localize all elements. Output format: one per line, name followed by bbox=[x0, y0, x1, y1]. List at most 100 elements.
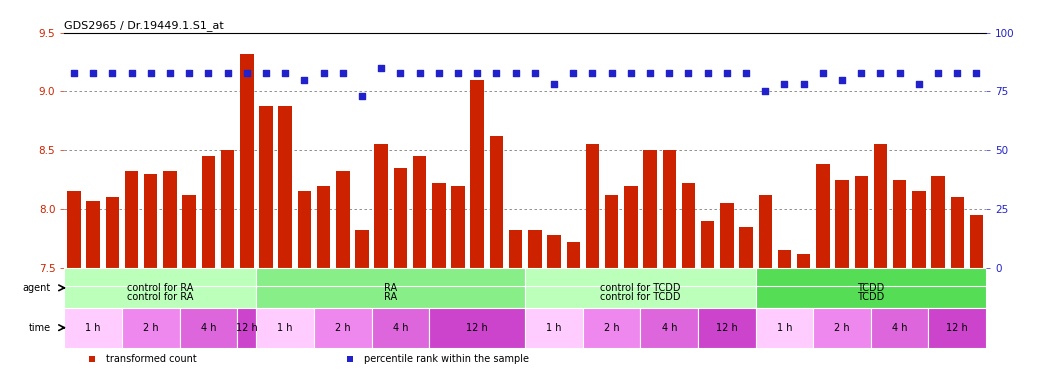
Point bbox=[949, 70, 965, 76]
Bar bbox=[86, 201, 100, 268]
Bar bbox=[256, 308, 313, 348]
Bar bbox=[317, 185, 330, 268]
Point bbox=[641, 70, 658, 76]
Bar bbox=[756, 308, 813, 348]
Point bbox=[776, 81, 793, 88]
Text: control for TCDD: control for TCDD bbox=[600, 283, 681, 293]
Bar bbox=[413, 156, 427, 268]
Bar bbox=[393, 168, 407, 268]
Bar bbox=[854, 176, 868, 268]
Bar bbox=[640, 308, 698, 348]
Text: 12 h: 12 h bbox=[236, 323, 257, 333]
Bar bbox=[163, 172, 176, 268]
Bar bbox=[777, 250, 791, 268]
Bar bbox=[260, 106, 273, 268]
Text: agent: agent bbox=[22, 283, 51, 293]
Bar bbox=[125, 172, 138, 268]
Bar bbox=[240, 54, 253, 268]
Bar bbox=[644, 150, 657, 268]
Bar bbox=[64, 308, 121, 348]
Text: TCDD: TCDD bbox=[857, 292, 884, 302]
Point bbox=[124, 70, 140, 76]
Point bbox=[565, 70, 581, 76]
Bar bbox=[64, 268, 986, 286]
Bar bbox=[797, 254, 811, 268]
Bar bbox=[931, 176, 945, 268]
Point bbox=[661, 70, 678, 76]
Point bbox=[584, 70, 601, 76]
Bar bbox=[698, 308, 756, 348]
Text: 12 h: 12 h bbox=[716, 323, 738, 333]
Text: time: time bbox=[28, 323, 51, 333]
Point bbox=[411, 70, 428, 76]
Bar bbox=[298, 192, 311, 268]
Bar bbox=[525, 286, 756, 308]
Point bbox=[142, 70, 159, 76]
Bar bbox=[355, 230, 368, 268]
Text: TCDD: TCDD bbox=[857, 283, 884, 293]
Point bbox=[85, 70, 102, 76]
Text: 2 h: 2 h bbox=[335, 323, 351, 333]
Bar bbox=[470, 80, 484, 268]
Bar bbox=[871, 308, 928, 348]
Bar bbox=[67, 192, 81, 268]
Bar bbox=[64, 268, 256, 308]
Bar bbox=[221, 150, 235, 268]
Bar bbox=[951, 197, 964, 268]
Point bbox=[815, 70, 831, 76]
Point bbox=[853, 70, 870, 76]
Text: 1 h: 1 h bbox=[85, 323, 101, 333]
Text: RA: RA bbox=[384, 283, 398, 293]
Bar bbox=[605, 195, 619, 268]
Bar bbox=[739, 227, 753, 268]
Bar bbox=[928, 308, 986, 348]
Point bbox=[718, 70, 735, 76]
Bar bbox=[313, 308, 372, 348]
Text: 1 h: 1 h bbox=[776, 323, 792, 333]
Point bbox=[296, 77, 312, 83]
Bar bbox=[662, 150, 676, 268]
Point bbox=[373, 65, 389, 71]
Bar bbox=[874, 144, 887, 268]
Point bbox=[930, 70, 947, 76]
Bar bbox=[237, 308, 256, 348]
Point bbox=[508, 70, 524, 76]
Text: 4 h: 4 h bbox=[200, 323, 216, 333]
Bar bbox=[624, 185, 637, 268]
Bar bbox=[759, 195, 772, 268]
Bar bbox=[509, 230, 522, 268]
Point bbox=[546, 81, 563, 88]
Bar bbox=[122, 308, 180, 348]
Bar bbox=[893, 180, 906, 268]
Text: GDS2965 / Dr.19449.1.S1_at: GDS2965 / Dr.19449.1.S1_at bbox=[64, 20, 224, 31]
Text: 1 h: 1 h bbox=[546, 323, 562, 333]
Point bbox=[431, 70, 447, 76]
Bar bbox=[278, 106, 292, 268]
Bar bbox=[547, 235, 561, 268]
Point bbox=[872, 70, 889, 76]
Point bbox=[488, 70, 504, 76]
Bar bbox=[144, 174, 158, 268]
Bar bbox=[183, 195, 196, 268]
Point bbox=[700, 70, 716, 76]
Text: 4 h: 4 h bbox=[661, 323, 677, 333]
Point bbox=[680, 70, 696, 76]
Bar bbox=[201, 156, 215, 268]
Text: control for RA: control for RA bbox=[128, 292, 193, 302]
Point bbox=[239, 70, 255, 76]
Text: 12 h: 12 h bbox=[947, 323, 968, 333]
Text: 12 h: 12 h bbox=[466, 323, 488, 333]
Point bbox=[469, 70, 486, 76]
Text: percentile rank within the sample: percentile rank within the sample bbox=[364, 354, 529, 364]
Bar bbox=[256, 286, 525, 308]
Bar bbox=[525, 308, 583, 348]
Bar bbox=[582, 308, 640, 348]
Bar bbox=[816, 164, 829, 268]
Bar bbox=[969, 215, 983, 268]
Point bbox=[392, 70, 409, 76]
Bar bbox=[64, 286, 256, 308]
Bar bbox=[682, 183, 695, 268]
Text: RA: RA bbox=[384, 292, 398, 302]
Bar bbox=[490, 136, 503, 268]
Bar bbox=[836, 180, 849, 268]
